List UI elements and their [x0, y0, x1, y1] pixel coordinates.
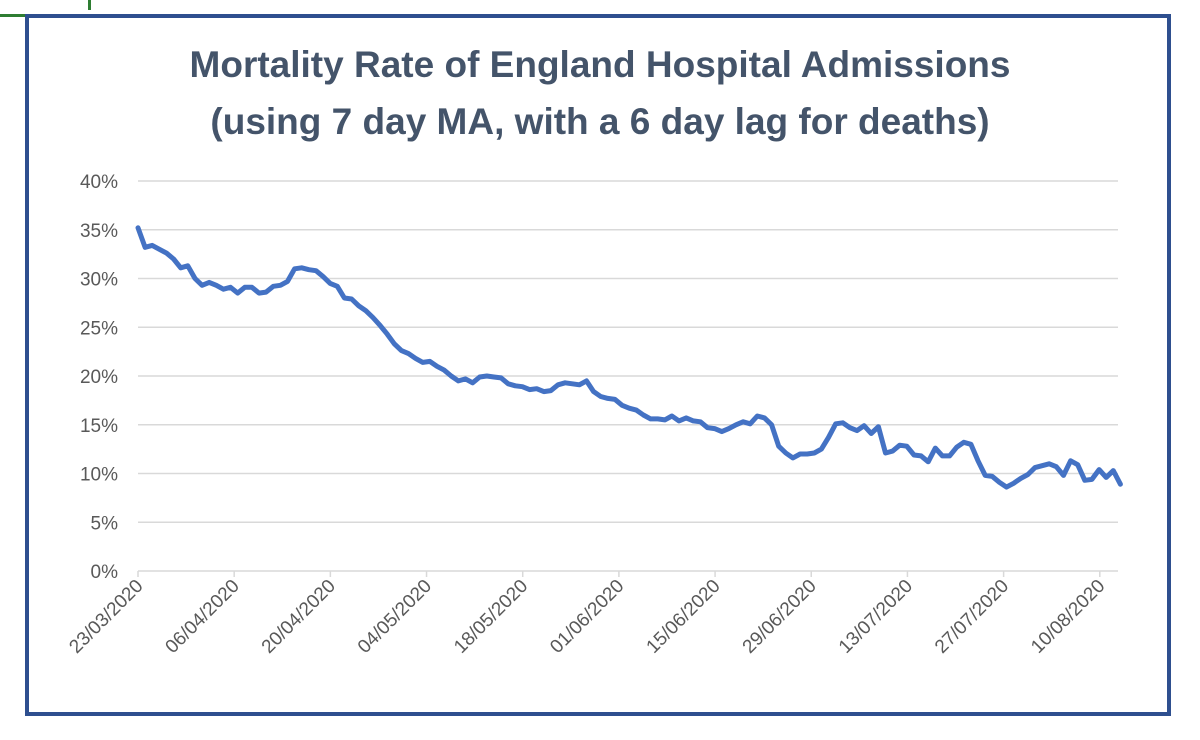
y-tick-label: 30%	[80, 270, 118, 291]
y-tick-label: 15%	[80, 416, 118, 437]
chart-frame	[25, 14, 1171, 716]
y-tick-label: 20%	[80, 367, 118, 388]
series-line-mortality-rate	[135, 225, 1123, 490]
y-tick-label: 25%	[80, 318, 118, 339]
y-tick-label: 0%	[91, 562, 119, 583]
chart-subtitle: (using 7 day MA, with a 6 day lag for de…	[210, 101, 990, 142]
x-tick-label: 20/04/2020	[258, 576, 340, 658]
x-tick-label: 27/07/2020	[931, 576, 1013, 658]
y-tick-label: 5%	[91, 513, 119, 534]
x-tick-label: 29/06/2020	[739, 576, 821, 658]
chart-title: Mortality Rate of England Hospital Admis…	[189, 44, 1011, 85]
y-tick-label: 10%	[80, 465, 118, 486]
x-tick-label: 15/06/2020	[643, 576, 725, 658]
decorative-line	[88, 0, 91, 10]
x-tick-label: 01/06/2020	[546, 576, 628, 658]
x-tick-label: 13/07/2020	[835, 576, 917, 658]
x-tick-label: 18/05/2020	[450, 576, 532, 658]
y-tick-label: 40%	[80, 172, 118, 193]
x-tick-label: 23/03/2020	[65, 576, 147, 658]
x-tick-label: 04/05/2020	[354, 576, 436, 658]
x-tick-label: 10/08/2020	[1027, 576, 1109, 658]
y-tick-label: 35%	[80, 221, 118, 242]
x-tick-label: 06/04/2020	[162, 576, 244, 658]
